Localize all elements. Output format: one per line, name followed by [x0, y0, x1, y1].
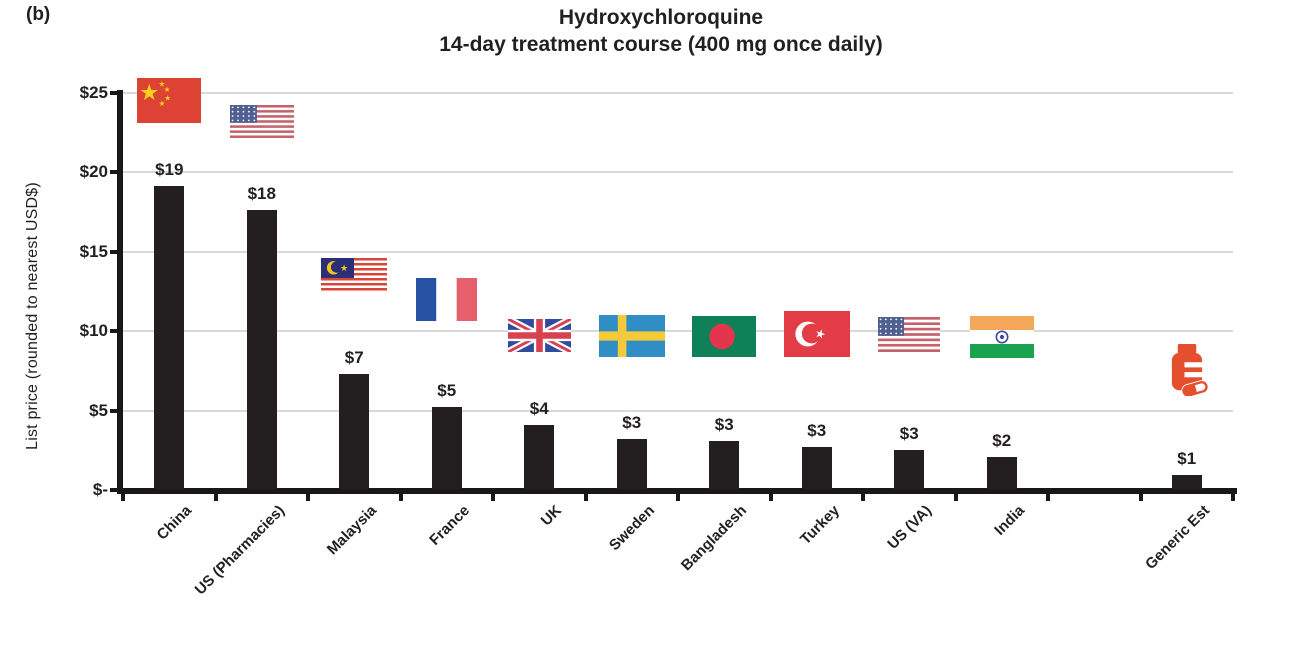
pill-bottle-icon — [1166, 344, 1209, 398]
x-tick-mark — [491, 494, 495, 501]
x-tick-mark — [1046, 494, 1050, 501]
value-label-france: $5 — [437, 381, 457, 401]
x-tick-mark — [676, 494, 680, 501]
panel-label: (b) — [26, 4, 51, 25]
value-label-china: $19 — [155, 160, 184, 180]
y-axis-line — [117, 90, 123, 494]
svg-text:★: ★ — [165, 93, 172, 102]
svg-text:★: ★ — [159, 79, 166, 88]
gridline-10 — [123, 330, 1233, 332]
x-tick-mark — [953, 494, 958, 501]
x-tick-mark — [398, 494, 403, 501]
x-tick-mark — [213, 494, 218, 501]
china-flag-icon: ★ ★ ★ ★ ★ — [137, 78, 202, 123]
y-tick-label-5: $5 — [89, 400, 108, 420]
bangladesh-flag-icon — [692, 316, 757, 357]
x-tick-mark — [121, 494, 125, 501]
x-tick-mark — [306, 494, 310, 501]
value-label-sweden: $3 — [622, 413, 642, 433]
value-label-us-va: $3 — [899, 424, 919, 444]
y-tick-label-20: $20 — [79, 162, 108, 181]
y-tick-label-25: $25 — [79, 82, 108, 102]
x-axis-label-generic-est: Generic Est — [1141, 502, 1213, 573]
y-tick-label-: $- — [92, 480, 108, 499]
bar-uk — [524, 424, 555, 489]
bar-china — [154, 186, 185, 489]
x-axis-line — [117, 488, 1237, 494]
svg-text:★: ★ — [164, 85, 171, 94]
x-tick-mark — [583, 494, 588, 501]
turkey-flag-icon: ★ — [783, 311, 850, 357]
india-flag-icon — [969, 316, 1034, 359]
y-tick-mark — [110, 170, 117, 174]
france-flag-icon — [416, 278, 478, 321]
sweden-flag-icon — [598, 315, 665, 357]
value-label-bangladesh: $3 — [714, 414, 734, 434]
malaysia-flag-icon: ★ — [321, 258, 388, 294]
gridline-20 — [123, 171, 1233, 173]
y-axis-title: List price (rounded to nearest USD$) — [24, 182, 41, 450]
y-tick-mark — [110, 329, 117, 333]
bar-malaysia — [339, 373, 370, 489]
x-tick-mark — [861, 494, 865, 501]
uk-flag-icon — [506, 315, 573, 356]
y-tick-mark — [110, 408, 117, 413]
y-tick-mark — [110, 488, 117, 492]
bar-france — [431, 407, 462, 489]
y-tick-mark — [110, 90, 117, 95]
gridline-5 — [123, 409, 1233, 412]
value-label-malaysia: $7 — [344, 347, 364, 367]
bar-sweden — [616, 439, 647, 489]
x-tick-mark — [1138, 494, 1143, 501]
x-tick-mark — [768, 494, 773, 501]
svg-text:★: ★ — [813, 326, 828, 343]
svg-text:★: ★ — [340, 263, 348, 273]
value-label-uk: $4 — [529, 398, 549, 418]
gridline-15 — [123, 250, 1233, 253]
bar-india — [986, 456, 1017, 489]
us-flag-icon — [229, 105, 294, 139]
y-tick-label-10: $10 — [79, 321, 108, 340]
chart-title-block: Hydroxychloroquine 14-day treatment cour… — [120, 4, 1202, 58]
bar-turkey — [801, 447, 832, 489]
y-tick-mark — [110, 249, 117, 254]
svg-text:★: ★ — [139, 80, 159, 105]
bar-generic-est — [1171, 474, 1202, 489]
value-label-india: $2 — [992, 430, 1012, 450]
bar-us-va — [894, 450, 925, 489]
bar-bangladesh — [709, 440, 740, 489]
x-tick-mark — [1231, 494, 1235, 501]
svg-text:★: ★ — [159, 99, 166, 108]
y-tick-label-15: $15 — [79, 241, 108, 261]
gridline-25 — [123, 91, 1233, 94]
value-label-turkey: $3 — [807, 421, 827, 441]
bar-us-pharmacies — [246, 210, 277, 489]
us-flag-icon — [878, 317, 941, 353]
value-label-generic-est: $1 — [1177, 448, 1197, 468]
chart-title: Hydroxychloroquine — [558, 6, 764, 29]
value-label-us-pharmacies: $18 — [247, 184, 276, 204]
chart-subtitle: 14-day treatment course (400 mg once dai… — [439, 33, 883, 56]
